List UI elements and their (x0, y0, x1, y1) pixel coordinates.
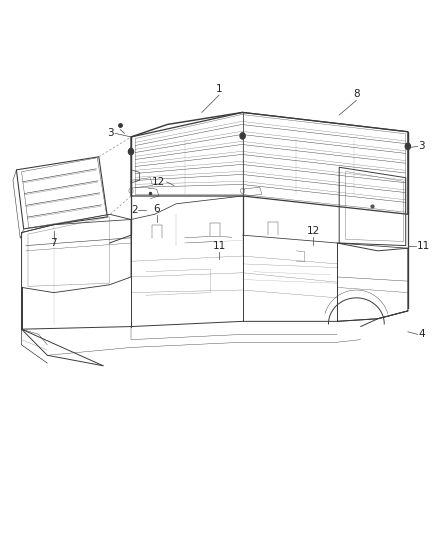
Circle shape (405, 143, 410, 149)
Text: 4: 4 (419, 329, 425, 340)
Text: 7: 7 (50, 238, 57, 248)
Text: 12: 12 (152, 177, 166, 187)
Text: 2: 2 (131, 205, 138, 215)
Text: 6: 6 (153, 204, 160, 214)
Text: 11: 11 (417, 240, 430, 251)
Circle shape (128, 149, 134, 155)
Circle shape (240, 133, 245, 139)
Text: 11: 11 (212, 241, 226, 251)
Text: 8: 8 (353, 90, 360, 99)
Text: 3: 3 (107, 128, 114, 138)
Text: 1: 1 (215, 84, 223, 94)
Text: 3: 3 (419, 141, 425, 151)
Text: 12: 12 (307, 226, 320, 236)
